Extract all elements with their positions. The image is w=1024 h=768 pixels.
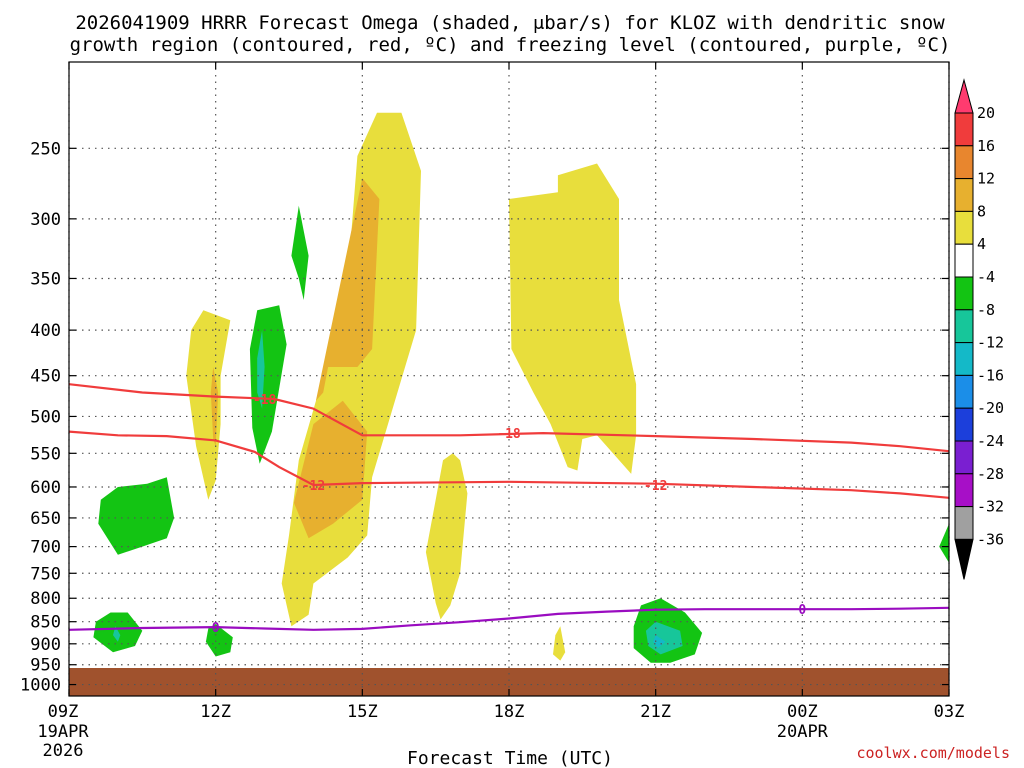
omega-region-14 bbox=[205, 624, 233, 657]
colorbar-top-arrow bbox=[954, 78, 974, 114]
omega-region-7 bbox=[553, 626, 566, 661]
colorbar-segment-12 bbox=[954, 473, 974, 508]
colorbar-segment-2 bbox=[954, 145, 974, 180]
y-tick-label-300: 300 bbox=[30, 210, 61, 230]
x-tick-label-12Z: 12Z bbox=[200, 702, 231, 722]
contour-label-1-0: -12 bbox=[302, 479, 325, 494]
x-tick-sublabel1-00Z: 20APR bbox=[777, 722, 829, 742]
chart-title-line2: growth region (contoured, red, ºC) and f… bbox=[70, 34, 951, 56]
y-tick-label-900: 900 bbox=[30, 635, 61, 655]
colorbar-label-10: -24 bbox=[977, 432, 1004, 450]
y-tick-label-600: 600 bbox=[30, 478, 61, 498]
colorbar-segment-9 bbox=[954, 374, 974, 409]
colorbar-label-9: -20 bbox=[977, 399, 1004, 417]
colorbar-label-1: 16 bbox=[977, 137, 995, 155]
x-tick-label-00Z: 00Z bbox=[787, 702, 818, 722]
contour-line-2 bbox=[69, 606, 949, 631]
colorbar-label-3: 8 bbox=[977, 202, 986, 220]
omega-region-13 bbox=[113, 626, 121, 642]
omega-region-0 bbox=[186, 310, 231, 500]
y-axis-ticks: 2503003504004505005506006507007508008509… bbox=[20, 139, 949, 696]
omega-region-11 bbox=[98, 477, 175, 555]
omega-region-5 bbox=[425, 453, 468, 620]
chart-title-line1: 2026041909 HRRR Forecast Omega (shaded, … bbox=[75, 12, 945, 34]
x-tick-sublabel2-09Z: 2026 bbox=[43, 741, 84, 761]
colorbar-segment-10 bbox=[954, 407, 974, 442]
x-tick-label-09Z: 09Z bbox=[48, 702, 79, 722]
colorbar-segment-6 bbox=[954, 276, 974, 311]
colorbar-label-6: -8 bbox=[977, 301, 995, 319]
omega-region-6 bbox=[509, 163, 637, 474]
contour-label-2-1: 0 bbox=[798, 603, 806, 618]
y-tick-label-700: 700 bbox=[30, 538, 61, 558]
omega-region-1 bbox=[210, 367, 219, 447]
x-axis-label: Forecast Time (UTC) bbox=[407, 748, 613, 768]
colorbar-label-0: 20 bbox=[977, 104, 995, 122]
y-tick-label-350: 350 bbox=[30, 269, 61, 289]
contour-label-0-1: -18 bbox=[497, 427, 521, 442]
colorbar: 20 16 12 8 4 -4 -8 -12 -16 -20 -24 -28 -32 -36 bbox=[954, 78, 1004, 580]
y-tick-label-1000: 1000 bbox=[20, 676, 61, 696]
colorbar-label-8: -16 bbox=[977, 366, 1004, 384]
contour-line-0 bbox=[69, 383, 949, 453]
y-tick-label-650: 650 bbox=[30, 509, 61, 529]
colorbar-label-4: 4 bbox=[977, 235, 986, 253]
colorbar-bottom-arrow bbox=[954, 538, 974, 580]
colorbar-segment-8 bbox=[954, 342, 974, 376]
colorbar-label-2: 12 bbox=[977, 170, 995, 188]
y-tick-label-450: 450 bbox=[30, 367, 61, 387]
y-tick-label-250: 250 bbox=[30, 139, 61, 159]
colorbar-label-5: -4 bbox=[977, 268, 995, 286]
contour-label-1-1: -12 bbox=[644, 479, 667, 494]
omega-region-17 bbox=[653, 635, 666, 649]
colorbar-label-11: -28 bbox=[977, 465, 1004, 483]
contour-line-1 bbox=[69, 430, 949, 499]
x-tick-label-21Z: 21Z bbox=[640, 702, 671, 722]
x-tick-label-18Z: 18Z bbox=[494, 702, 525, 722]
omega-region-18 bbox=[939, 523, 949, 563]
omega-region-3 bbox=[315, 178, 380, 401]
x-tick-label-15Z: 15Z bbox=[347, 702, 378, 722]
omega-region-2 bbox=[281, 112, 421, 627]
y-tick-label-400: 400 bbox=[30, 321, 61, 341]
colorbar-segment-13 bbox=[954, 506, 974, 540]
x-tick-sublabel1-09Z: 19APR bbox=[37, 722, 89, 742]
omega-region-16 bbox=[645, 621, 683, 655]
colorbar-segment-7 bbox=[954, 309, 974, 344]
y-tick-label-750: 750 bbox=[30, 564, 61, 584]
colorbar-label-12: -32 bbox=[977, 498, 1004, 516]
omega-region-10 bbox=[257, 330, 265, 409]
omega-region-9 bbox=[249, 305, 287, 464]
colorbar-segment-4 bbox=[954, 210, 974, 245]
colorbar-label-7: -12 bbox=[977, 334, 1004, 352]
temperature-contours: -18 -18 -12 -12 0 0 bbox=[69, 383, 949, 636]
colorbar-segment-11 bbox=[954, 440, 974, 475]
credit-text: coolwx.com/models bbox=[856, 744, 1010, 762]
colorbar-segment-1 bbox=[954, 112, 974, 147]
omega-region-4 bbox=[293, 400, 368, 539]
y-tick-label-550: 550 bbox=[30, 444, 61, 464]
colorbar-label-13: -36 bbox=[977, 530, 1004, 548]
omega-region-8 bbox=[291, 205, 309, 300]
y-tick-label-850: 850 bbox=[30, 613, 61, 633]
y-tick-label-500: 500 bbox=[30, 407, 61, 427]
colorbar-segment-3 bbox=[954, 178, 974, 212]
colorbar-segment-5 bbox=[954, 243, 974, 278]
x-tick-label-03Z: 03Z bbox=[934, 702, 965, 722]
y-tick-label-800: 800 bbox=[30, 589, 61, 609]
contour-label-0-0: -18 bbox=[253, 393, 277, 408]
y-tick-label-950: 950 bbox=[30, 656, 61, 676]
contour-label-2-0: 0 bbox=[212, 621, 220, 636]
omega-shaded-regions bbox=[93, 112, 949, 663]
